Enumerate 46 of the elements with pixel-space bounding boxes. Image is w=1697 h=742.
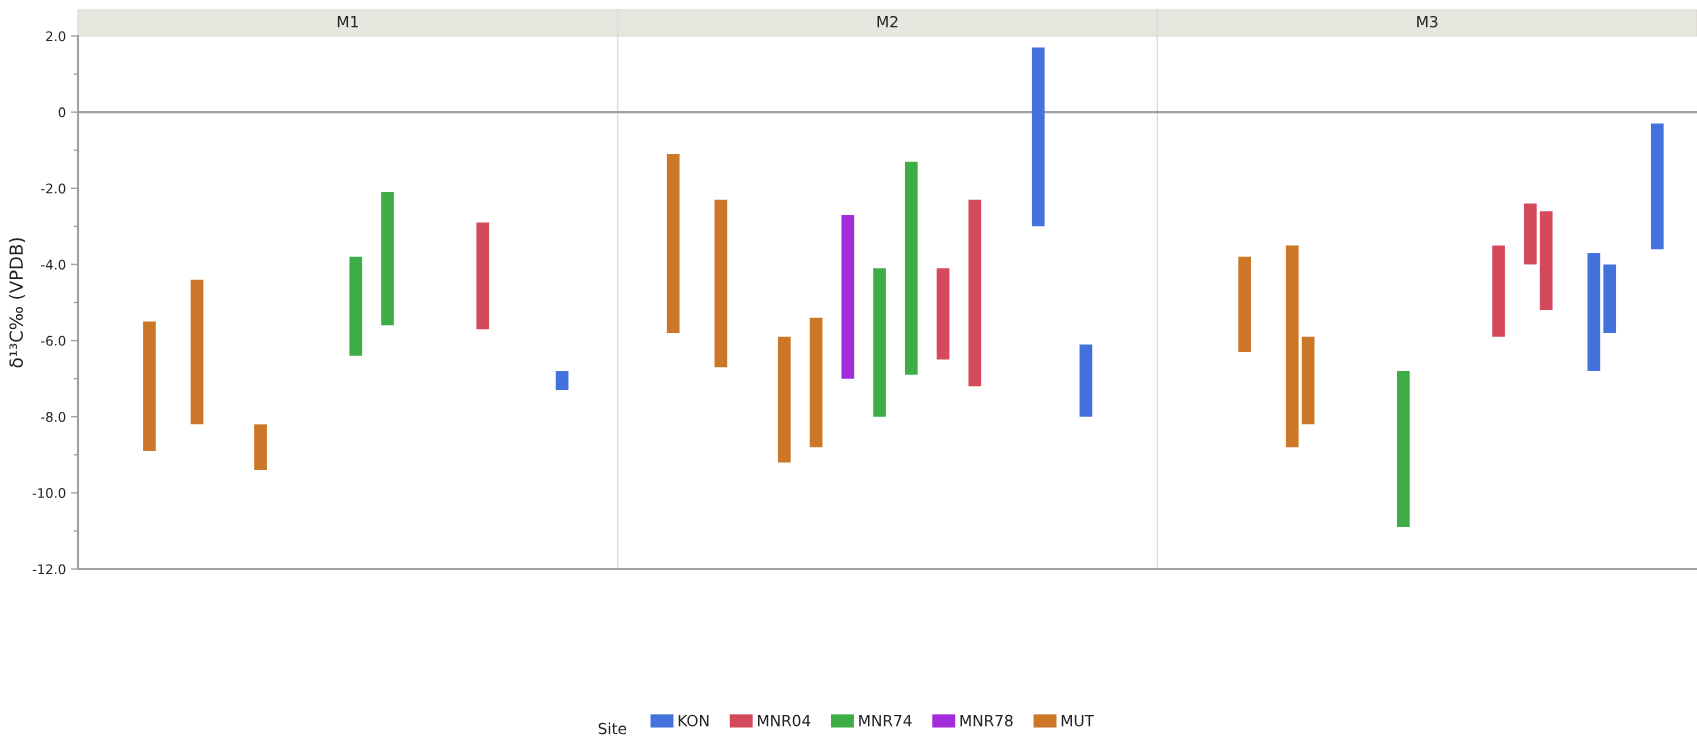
bar: [904, 161, 918, 375]
bar: [841, 214, 855, 379]
bar: [666, 154, 680, 333]
bar: [1650, 123, 1664, 250]
y-tick-label: -8.0: [41, 411, 66, 422]
bar: [143, 321, 156, 451]
legend-title: Site: [598, 722, 627, 735]
bar: [1301, 336, 1315, 425]
bar: [1603, 264, 1617, 333]
y-tick-label: -12.0: [32, 564, 66, 575]
bar: [1539, 211, 1553, 311]
y-tick-label: -2.0: [41, 183, 66, 194]
bar: [714, 199, 728, 368]
bar: [936, 268, 950, 360]
bar: [381, 192, 394, 326]
y-tick-label: -10.0: [32, 488, 66, 499]
y-tick-label: 2.0: [46, 31, 66, 42]
bar: [349, 256, 363, 356]
bar: [777, 336, 791, 463]
bar: [968, 199, 982, 387]
bar: [1079, 344, 1093, 417]
y-axis-title: δ¹³C‰ (VPDB): [9, 238, 26, 368]
bar: [1031, 47, 1045, 227]
bar: [476, 222, 490, 330]
legend-label: MNR74: [859, 715, 912, 727]
bar: [1397, 371, 1410, 528]
bar: [873, 268, 886, 417]
bar: [190, 279, 204, 425]
bar: [809, 317, 823, 448]
bar: [254, 424, 267, 471]
bar: [555, 371, 569, 391]
text: M1: [337, 16, 358, 28]
bar: [1523, 203, 1537, 265]
y-tick-label: -4.0: [41, 259, 66, 270]
y-tick-label: -6.0: [41, 335, 66, 346]
legend-label: MNR04: [758, 714, 811, 727]
legend-label: KON: [678, 714, 709, 727]
bar: [1238, 256, 1251, 352]
legend-label: MUT: [1061, 715, 1095, 727]
text: M2: [877, 15, 898, 28]
y-tick-label: 0: [58, 107, 66, 118]
legend-label: MNR78: [960, 714, 1013, 727]
text: M3: [1417, 15, 1438, 28]
bar: [1492, 245, 1505, 337]
bar: [1587, 253, 1601, 372]
bar: [1285, 245, 1299, 448]
